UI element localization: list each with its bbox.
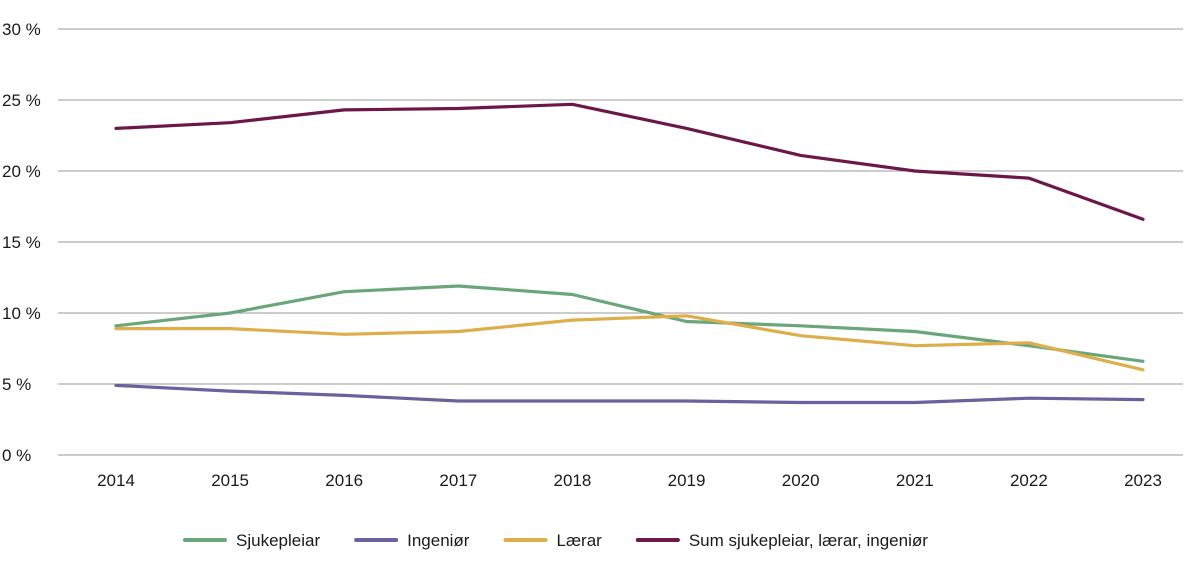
x-tick-label: 2015: [211, 471, 249, 490]
x-tick-label: 2014: [97, 471, 135, 490]
y-tick-label: 20 %: [2, 162, 41, 181]
y-tick-label: 0 %: [2, 446, 31, 465]
x-tick-label: 2017: [439, 471, 477, 490]
legend-label: Ingeniør: [407, 531, 470, 550]
y-axis-tick-labels: 0 % 5 % 10 % 15 % 20 % 25 % 30 %: [2, 20, 41, 465]
legend-item: Ingeniør: [354, 531, 470, 550]
y-tick-label: 30 %: [2, 20, 41, 39]
x-tick-label: 2019: [668, 471, 706, 490]
x-tick-label: 2018: [554, 471, 592, 490]
series-line-sjukepleiar: [114, 284, 1145, 363]
x-axis-tick-labels: 2014 2015 2016 2017 2018 2019 2020 2021 2022 2023: [97, 471, 1162, 490]
legend-label: Lærar: [556, 531, 602, 550]
gridlines: [58, 28, 1183, 456]
x-tick-label: 2016: [325, 471, 363, 490]
y-tick-label: 25 %: [2, 91, 41, 110]
y-tick-label: 10 %: [2, 304, 41, 323]
x-tick-label: 2020: [782, 471, 820, 490]
y-tick-label: 5 %: [2, 375, 31, 394]
legend-item: Sjukepleiar: [183, 531, 320, 550]
y-tick-label: 15 %: [2, 233, 41, 252]
series-line-lærar: [114, 314, 1145, 372]
x-tick-label: 2022: [1010, 471, 1048, 490]
series-lines: [114, 102, 1145, 405]
legend-label: Sum sjukepleiar, lærar, ingeniør: [689, 531, 928, 550]
legend: Sjukepleiar Ingeniør Lærar Sum sjukepleiar,…: [183, 531, 928, 550]
series-line-ingeniør: [114, 383, 1145, 405]
series-line-sum-sjukepleiar-lærar-ingeniør: [114, 102, 1145, 221]
legend-label: Sjukepleiar: [236, 531, 320, 550]
legend-item: Lærar: [503, 531, 602, 550]
x-tick-label: 2021: [896, 471, 934, 490]
x-tick-label: 2023: [1124, 471, 1162, 490]
legend-item: Sum sjukepleiar, lærar, ingeniør: [635, 531, 928, 550]
